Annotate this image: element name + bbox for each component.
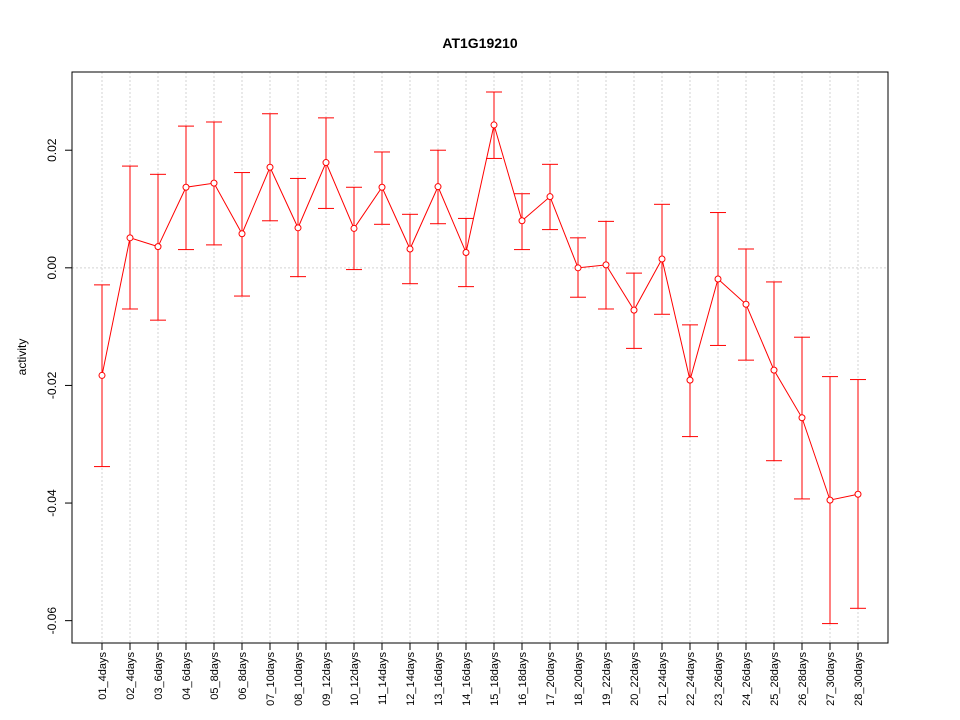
x-tick-label: 09_12days [321, 652, 333, 706]
x-tick-label: 21_24days [657, 652, 669, 706]
x-tick-label: 19_22days [601, 652, 613, 706]
data-point [350, 224, 358, 232]
data-point [826, 496, 834, 504]
y-tick-label: -0.06 [45, 607, 59, 635]
data-point [686, 376, 694, 384]
x-tick-label: 14_16days [461, 652, 473, 706]
x-tick-label: 05_8days [209, 652, 221, 700]
data-point [490, 121, 498, 129]
x-tick-label: 03_6days [153, 652, 165, 700]
data-point [322, 159, 330, 167]
x-tick-label: 07_10days [265, 652, 277, 706]
x-tick-label: 20_22days [629, 652, 641, 706]
x-tick-label: 13_16days [433, 652, 445, 706]
x-tick-label: 28_30days [853, 652, 865, 706]
x-tick-label: 17_20days [545, 652, 557, 706]
data-point [378, 183, 386, 191]
data-point [182, 183, 190, 191]
data-point [266, 163, 274, 171]
x-tick-label: 16_18days [517, 652, 529, 706]
chart-title: AT1G19210 [442, 35, 517, 51]
x-tick-label: 04_6days [181, 652, 193, 700]
data-point [798, 414, 806, 422]
data-point [714, 275, 722, 283]
x-tick-label: 15_18days [489, 652, 501, 706]
data-point [742, 300, 750, 308]
y-axis-label: activity [15, 339, 29, 376]
data-point [518, 217, 526, 225]
x-tick-label: 27_30days [825, 652, 837, 706]
data-point [294, 224, 302, 232]
data-point [546, 193, 554, 201]
x-tick-label: 01_4days [97, 652, 109, 700]
data-point [770, 366, 778, 374]
y-tick-label: 0.02 [45, 138, 59, 162]
y-tick-label: -0.02 [45, 371, 59, 399]
data-point [630, 306, 638, 314]
grid [72, 72, 888, 643]
y-tick-label: 0.00 [45, 256, 59, 280]
marks [94, 91, 866, 625]
x-tick-label: 10_12days [349, 652, 361, 706]
data-point [210, 179, 218, 187]
data-point [154, 243, 162, 251]
data-point [406, 245, 414, 253]
x-tick-label: 08_10days [293, 652, 305, 706]
x-tick-label: 18_20days [573, 652, 585, 706]
x-tick-label: 11_14days [377, 652, 389, 706]
x-tick-label: 22_24days [685, 652, 697, 706]
data-point [658, 255, 666, 263]
data-point [854, 490, 862, 498]
data-point [126, 234, 134, 242]
y-tick-label: -0.04 [45, 489, 59, 517]
x-tick-label: 24_26days [741, 652, 753, 706]
x-tick-label: 06_8days [237, 652, 249, 700]
data-point [434, 183, 442, 191]
axes: -0.06 -0.04 -0.02 0.00 0.02 01_4days 02_4days 0… [45, 138, 865, 706]
x-tick-label: 25_28days [769, 652, 781, 706]
x-tick-label: 26_28days [797, 652, 809, 706]
data-point [98, 371, 106, 379]
x-tick-label: 02_4days [125, 652, 137, 700]
plot-frame [71, 71, 889, 644]
data-point [602, 261, 610, 269]
series-line [101, 124, 859, 501]
data-point [238, 230, 246, 238]
x-tick-label: 12_14days [405, 652, 417, 706]
data-point [462, 249, 470, 257]
data-point [574, 264, 582, 272]
x-tick-label: 23_26days [713, 652, 725, 706]
